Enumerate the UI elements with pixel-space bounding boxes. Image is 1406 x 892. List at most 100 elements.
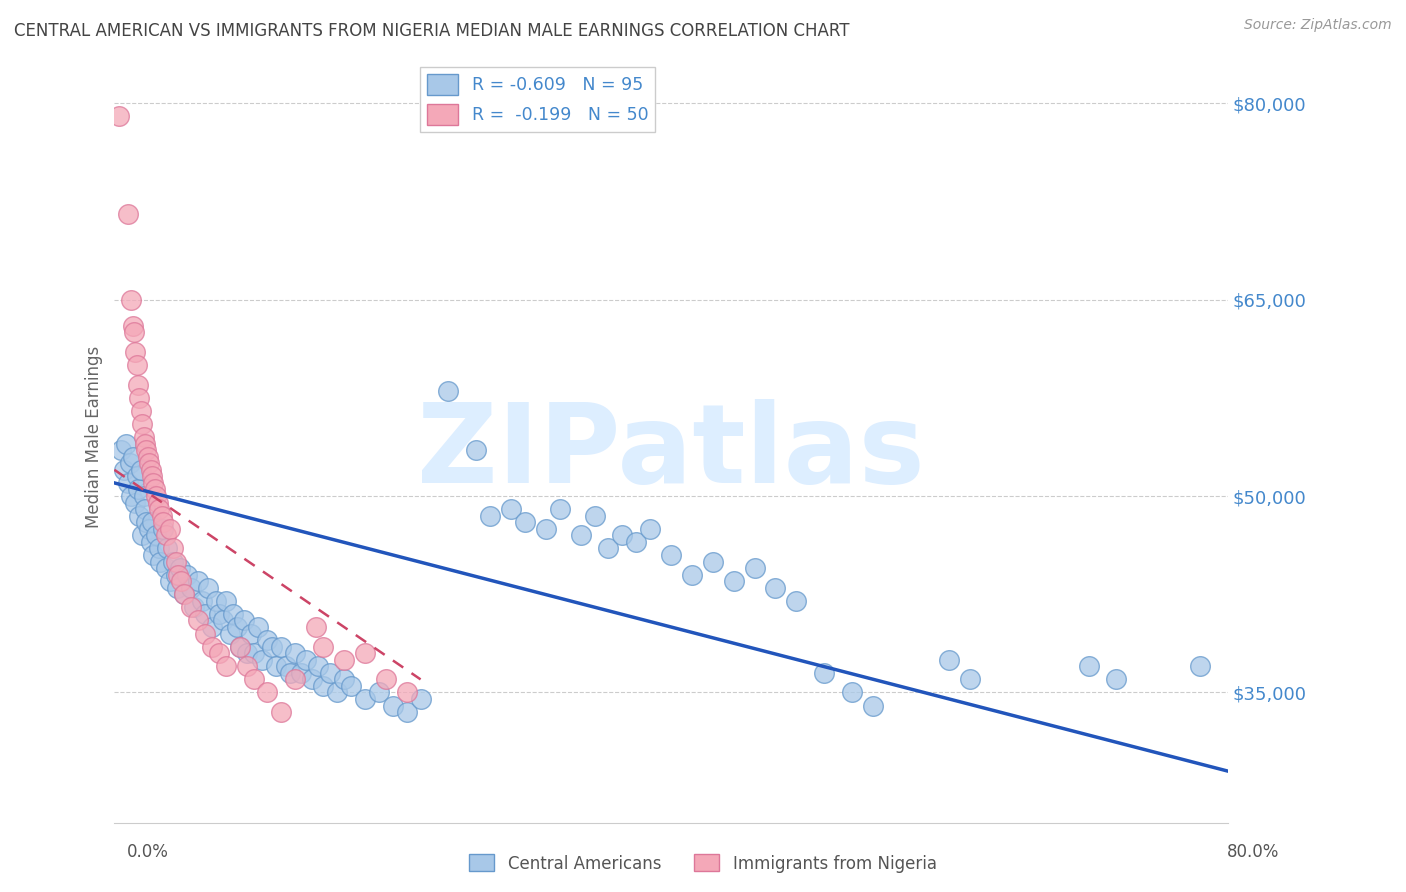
Point bbox=[278, 665, 301, 680]
Point bbox=[129, 404, 152, 418]
Point bbox=[194, 607, 217, 621]
Point bbox=[260, 640, 283, 654]
Point bbox=[169, 561, 191, 575]
Point bbox=[479, 508, 502, 523]
Legend: R = -0.609   N = 95, R =  -0.199   N = 50: R = -0.609 N = 95, R = -0.199 N = 50 bbox=[419, 67, 655, 132]
Point bbox=[374, 673, 396, 687]
Point bbox=[134, 502, 156, 516]
Point bbox=[135, 515, 157, 529]
Point bbox=[959, 673, 981, 687]
Point bbox=[228, 640, 250, 654]
Point bbox=[333, 653, 356, 667]
Point bbox=[194, 626, 217, 640]
Point bbox=[228, 640, 250, 654]
Point bbox=[367, 685, 389, 699]
Point bbox=[340, 679, 363, 693]
Point bbox=[307, 659, 329, 673]
Point bbox=[139, 534, 162, 549]
Point bbox=[132, 430, 155, 444]
Point bbox=[862, 698, 884, 713]
Point bbox=[264, 659, 287, 673]
Point bbox=[145, 528, 167, 542]
Point bbox=[138, 456, 160, 470]
Point bbox=[938, 653, 960, 667]
Point bbox=[499, 502, 522, 516]
Text: Source: ZipAtlas.com: Source: ZipAtlas.com bbox=[1244, 18, 1392, 32]
Point bbox=[219, 626, 242, 640]
Point bbox=[135, 443, 157, 458]
Text: CENTRAL AMERICAN VS IMMIGRANTS FROM NIGERIA MEDIAN MALE EARNINGS CORRELATION CHA: CENTRAL AMERICAN VS IMMIGRANTS FROM NIGE… bbox=[14, 22, 849, 40]
Point bbox=[114, 436, 136, 450]
Point bbox=[143, 483, 166, 497]
Point bbox=[120, 293, 142, 307]
Point bbox=[162, 541, 184, 556]
Text: ZIPatlas: ZIPatlas bbox=[418, 399, 925, 506]
Point bbox=[270, 705, 292, 719]
Point bbox=[124, 495, 146, 509]
Point bbox=[173, 587, 195, 601]
Point bbox=[141, 469, 163, 483]
Point bbox=[155, 528, 177, 542]
Point bbox=[107, 109, 129, 123]
Point bbox=[136, 450, 159, 464]
Point bbox=[120, 489, 142, 503]
Point bbox=[583, 508, 606, 523]
Point bbox=[256, 633, 278, 648]
Point bbox=[125, 469, 148, 483]
Point bbox=[626, 534, 648, 549]
Point bbox=[149, 554, 172, 568]
Point bbox=[132, 489, 155, 503]
Point bbox=[409, 692, 432, 706]
Point bbox=[191, 594, 214, 608]
Point bbox=[150, 508, 173, 523]
Point bbox=[145, 489, 167, 503]
Point bbox=[165, 554, 187, 568]
Point bbox=[284, 646, 307, 660]
Point bbox=[274, 659, 297, 673]
Point bbox=[437, 384, 460, 399]
Point bbox=[638, 522, 661, 536]
Point bbox=[180, 581, 202, 595]
Point bbox=[180, 600, 202, 615]
Point bbox=[305, 620, 328, 634]
Point bbox=[246, 620, 269, 634]
Point bbox=[159, 522, 181, 536]
Point bbox=[813, 665, 835, 680]
Point bbox=[215, 594, 238, 608]
Point bbox=[354, 646, 377, 660]
Point bbox=[118, 456, 141, 470]
Point bbox=[110, 443, 132, 458]
Point bbox=[166, 581, 188, 595]
Point bbox=[208, 646, 231, 660]
Point bbox=[159, 574, 181, 589]
Point bbox=[201, 620, 224, 634]
Point bbox=[256, 685, 278, 699]
Point bbox=[548, 502, 571, 516]
Point bbox=[312, 679, 335, 693]
Point bbox=[395, 685, 418, 699]
Point bbox=[127, 377, 149, 392]
Point bbox=[290, 665, 312, 680]
Point bbox=[176, 567, 198, 582]
Point bbox=[702, 554, 724, 568]
Text: 0.0%: 0.0% bbox=[127, 843, 169, 861]
Point bbox=[569, 528, 592, 542]
Point bbox=[141, 515, 163, 529]
Text: 80.0%: 80.0% bbox=[1227, 843, 1279, 861]
Point bbox=[785, 594, 807, 608]
Point bbox=[598, 541, 620, 556]
Point bbox=[187, 614, 209, 628]
Legend: Central Americans, Immigrants from Nigeria: Central Americans, Immigrants from Niger… bbox=[463, 847, 943, 880]
Y-axis label: Median Male Earnings: Median Male Earnings bbox=[86, 346, 103, 528]
Point bbox=[122, 326, 145, 340]
Point bbox=[319, 665, 342, 680]
Point bbox=[167, 567, 190, 582]
Point bbox=[284, 673, 307, 687]
Point bbox=[1077, 659, 1099, 673]
Point bbox=[723, 574, 745, 589]
Point bbox=[127, 483, 149, 497]
Point bbox=[170, 574, 193, 589]
Point bbox=[131, 528, 153, 542]
Point bbox=[465, 443, 488, 458]
Point bbox=[162, 554, 184, 568]
